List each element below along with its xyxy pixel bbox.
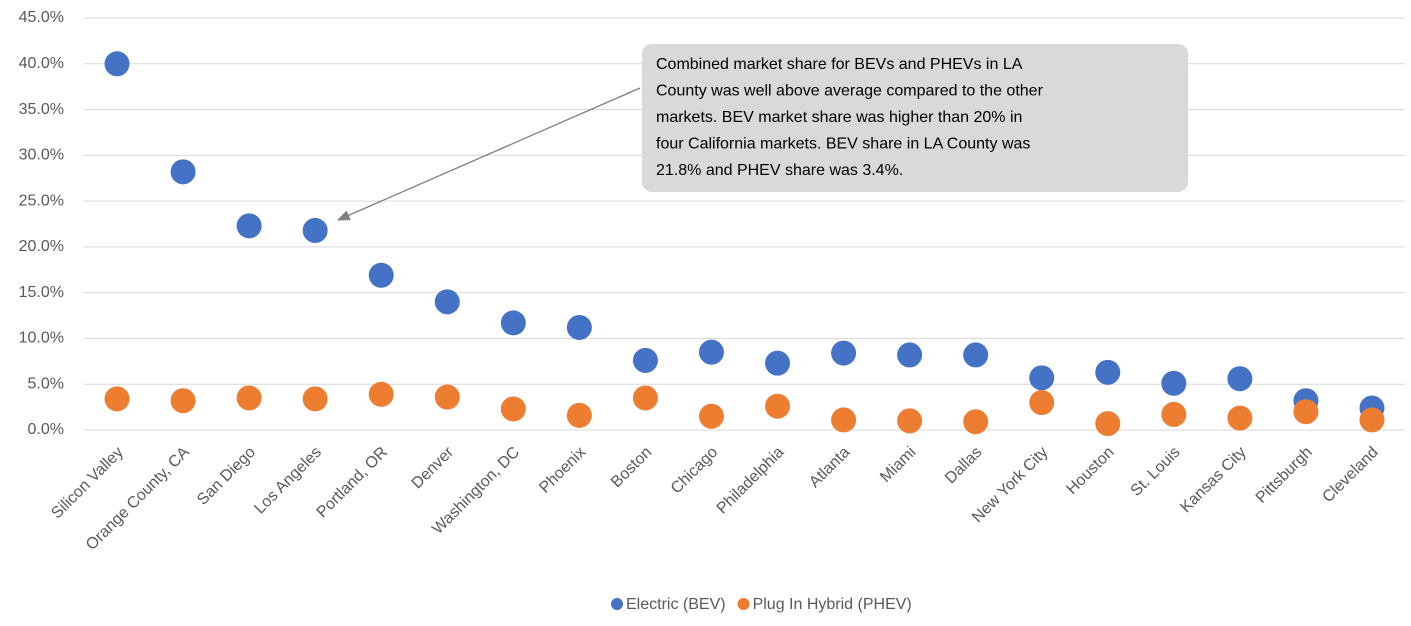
dot [236,213,262,239]
dot [1293,399,1319,425]
dot [500,396,526,422]
x-tick-label: Philadelphia [714,444,788,518]
annotation-arrow [336,87,641,221]
annotation-text: County was well above average compared t… [656,83,1044,100]
dot [831,340,857,366]
y-tick-label: 20.0% [19,238,64,255]
x-tick-label: Kansas City [1177,444,1249,516]
dot [302,217,328,243]
dot [963,342,989,368]
dot [632,347,658,373]
dot [897,408,923,434]
dot [963,409,989,435]
x-tick-label: Denver [409,443,458,492]
dot [897,342,923,368]
dot [1359,407,1385,433]
legend-label: Electric (BEV) [626,596,726,613]
annotation-text: four California markets. BEV share in LA… [656,136,1030,153]
x-tick-label: Dallas [942,444,985,487]
dot [831,407,857,433]
dot [1095,411,1121,437]
annotation: Combined market share for BEVs and PHEVs… [336,44,1188,221]
dot [1227,405,1253,431]
dot [566,314,592,340]
dot [632,385,658,411]
dot [1161,401,1187,427]
dot [170,388,196,414]
x-tick-label: Portland, OR [314,444,391,521]
dot [368,381,394,407]
legend-marker [737,598,750,610]
dot [500,310,526,336]
dot [434,384,460,410]
dot [698,339,724,365]
dot [1095,359,1121,385]
dot [1029,390,1055,416]
dot [1029,365,1055,391]
dot [368,262,394,288]
y-tick-label: 25.0% [19,192,64,209]
y-tick-label: 5.0% [28,375,64,392]
dot [434,289,460,315]
x-tick-label: Chicago [668,444,722,498]
legend-marker [611,598,623,610]
x-tick-label: Boston [608,444,655,491]
y-tick-label: 35.0% [19,101,64,118]
dot [566,402,592,428]
x-tick-label: San Diego [194,444,259,509]
x-tick-label: Cleveland [1319,444,1381,506]
dot [104,386,130,412]
annotation-text: Combined market share for BEVs and PHEVs… [656,56,1023,73]
x-tick-label: Houston [1063,444,1117,498]
x-tick-label: Pittsburgh [1253,444,1316,507]
dot [1161,370,1187,396]
dot [302,386,328,412]
dot [104,51,130,77]
x-tick-label: Los Angeles [251,444,325,518]
x-tick-label: Atlanta [806,444,853,491]
dot [170,159,196,185]
legend-label: Plug In Hybrid (PHEV) [753,596,912,613]
dot [765,350,791,376]
y-tick-label: 45.0% [19,9,64,26]
x-tick-label: Phoenix [536,444,589,497]
annotation-box [642,44,1188,192]
annotation-text: 21.8% and PHEV share was 3.4%. [656,162,903,179]
y-tick-label: 30.0% [19,147,64,164]
dot [1227,366,1253,392]
y-tick-label: 10.0% [19,330,64,347]
dot [698,403,724,429]
y-tick-label: 15.0% [19,284,64,301]
y-tick-label: 40.0% [19,55,64,72]
x-tick-label: St. Louis [1128,444,1184,500]
dot [765,393,791,419]
y-tick-label: 0.0% [28,421,64,438]
annotation-text: markets. BEV market share was higher tha… [656,109,1022,126]
x-tick-label: Miami [877,444,919,486]
dot [236,385,262,411]
